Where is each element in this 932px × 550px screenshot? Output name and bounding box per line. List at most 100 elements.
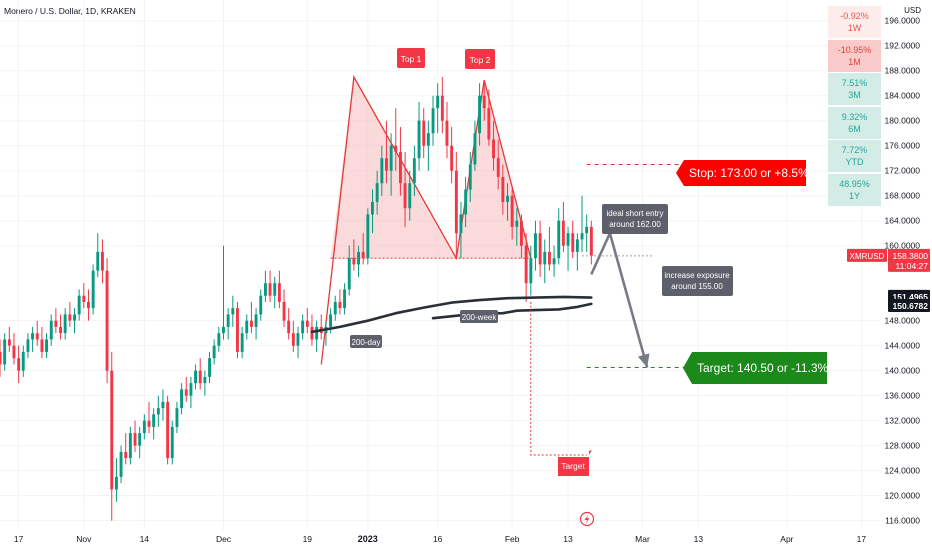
candle [194, 364, 197, 390]
candle [49, 314, 53, 346]
candle [575, 233, 579, 271]
stop-label[interactable]: Stop: 173.00 or +8.5% [676, 160, 809, 186]
candle [91, 264, 95, 315]
candle [482, 80, 486, 121]
candle [0, 339, 2, 377]
price-tick-label: 180.0000 [885, 116, 921, 126]
candle [352, 239, 356, 271]
price-tick-label: 184.0000 [885, 91, 921, 101]
badge-text: XMRUSD [850, 252, 885, 261]
ma200w-label[interactable]: 200-week [460, 310, 498, 323]
price-axis[interactable]: USD 196.0000 192.0000 188.0000 184.0000 180.… [885, 6, 922, 526]
performance-pct: -10.95% [837, 44, 872, 55]
candle [175, 401, 179, 434]
time-tick-label: 14 [140, 534, 150, 544]
candle [73, 308, 76, 334]
candle [454, 151, 458, 259]
candle [291, 320, 295, 352]
candle [7, 326, 11, 352]
time-tick-label: Apr [780, 534, 793, 544]
top2-label[interactable]: Top 2 [465, 49, 495, 69]
candle [557, 208, 561, 265]
price-tick-label: 120.0000 [885, 491, 921, 501]
price-tick-label: 160.0000 [885, 241, 921, 251]
price-tick-label: 136.0000 [885, 391, 921, 401]
candle [245, 314, 249, 340]
candle [35, 320, 39, 346]
target-small-text: Target [561, 461, 585, 471]
performance-pct: 7.51% [841, 78, 868, 88]
candle [115, 458, 118, 502]
candle [501, 164, 505, 215]
candle [166, 395, 170, 465]
performance-cell-1m[interactable]: -10.95% 1M [828, 39, 881, 72]
currency-label: USD [904, 6, 921, 15]
performance-period: 3M [848, 90, 861, 100]
ma200d-label[interactable]: 200-day [350, 335, 382, 348]
trade-levels [530, 163, 694, 456]
candle [21, 345, 25, 377]
candle [156, 395, 160, 427]
entry-note[interactable]: ideal short entry around 162.00 [602, 204, 668, 234]
candle [105, 258, 109, 384]
performance-cell-1w[interactable]: -0.92% 1W [828, 6, 881, 38]
candle [343, 283, 346, 315]
candle [357, 245, 360, 277]
target-label[interactable]: Target: 140.50 or -11.3% [683, 352, 829, 384]
short-path [590, 231, 650, 368]
ma200d-text: 200-day [352, 338, 381, 347]
candle [236, 301, 239, 359]
double-top-pattern [320, 74, 532, 365]
candle [240, 326, 244, 359]
candle [566, 226, 570, 271]
candle [138, 426, 142, 459]
entry-note-line1: ideal short entry [607, 209, 664, 218]
candle [222, 245, 225, 340]
candle [445, 101, 449, 159]
candle [315, 320, 319, 352]
candle [436, 83, 440, 134]
target-text: Target: 140.50 or -11.3% [697, 361, 829, 375]
performance-period: 1M [848, 56, 861, 67]
time-axis[interactable]: 17 Nov 14 Dec 19 2023 16 Feb 13 Mar 13 Apr 17 [14, 534, 867, 544]
target-small-label[interactable]: Target [558, 450, 592, 476]
price-tick-label: 168.0000 [885, 191, 921, 201]
candle [161, 389, 165, 421]
badge-text: 150.6782 [893, 301, 929, 311]
chart-title: Monero / U.S. Dollar, 1D, KRAKEN [4, 6, 136, 16]
candle [208, 351, 211, 384]
grid [0, 0, 880, 530]
price-tick-label: 196.0000 [885, 16, 921, 26]
candle [385, 120, 388, 184]
candle [580, 195, 584, 252]
candle [552, 245, 556, 277]
candle [389, 133, 393, 196]
performance-cell-ytd[interactable]: 7.72% YTD [828, 140, 881, 172]
annotation-labels: Top 1 Top 2 Stop: 173.00 or +8.5% Target… [350, 48, 829, 527]
candle [496, 139, 500, 190]
candle [59, 314, 62, 340]
candle [548, 226, 551, 271]
candle [217, 326, 221, 352]
flash-icon[interactable] [579, 511, 595, 527]
performance-cell-6m[interactable]: 9.32% 6M [828, 106, 881, 139]
candle [524, 233, 528, 302]
candle [231, 295, 235, 327]
candle [534, 220, 537, 271]
exposure-note[interactable]: increase exposure around 155.00 [662, 266, 733, 296]
candle [422, 108, 426, 159]
candle [12, 333, 16, 365]
performance-cell-1y[interactable]: 48.95% 1Y [828, 173, 881, 206]
moving-averages [310, 295, 593, 334]
exposure-note-line2: around 155.00 [671, 282, 723, 291]
candle [478, 83, 481, 146]
stop-text: Stop: 173.00 or +8.5% [689, 166, 809, 180]
measured-move-projection [530, 301, 587, 456]
candle [585, 214, 589, 252]
top1-label[interactable]: Top 1 [397, 48, 425, 68]
performance-cell-3m[interactable]: 7.51% 3M [828, 73, 881, 105]
badge-countdown: 11:04:27 [896, 261, 929, 271]
candle [440, 76, 444, 134]
